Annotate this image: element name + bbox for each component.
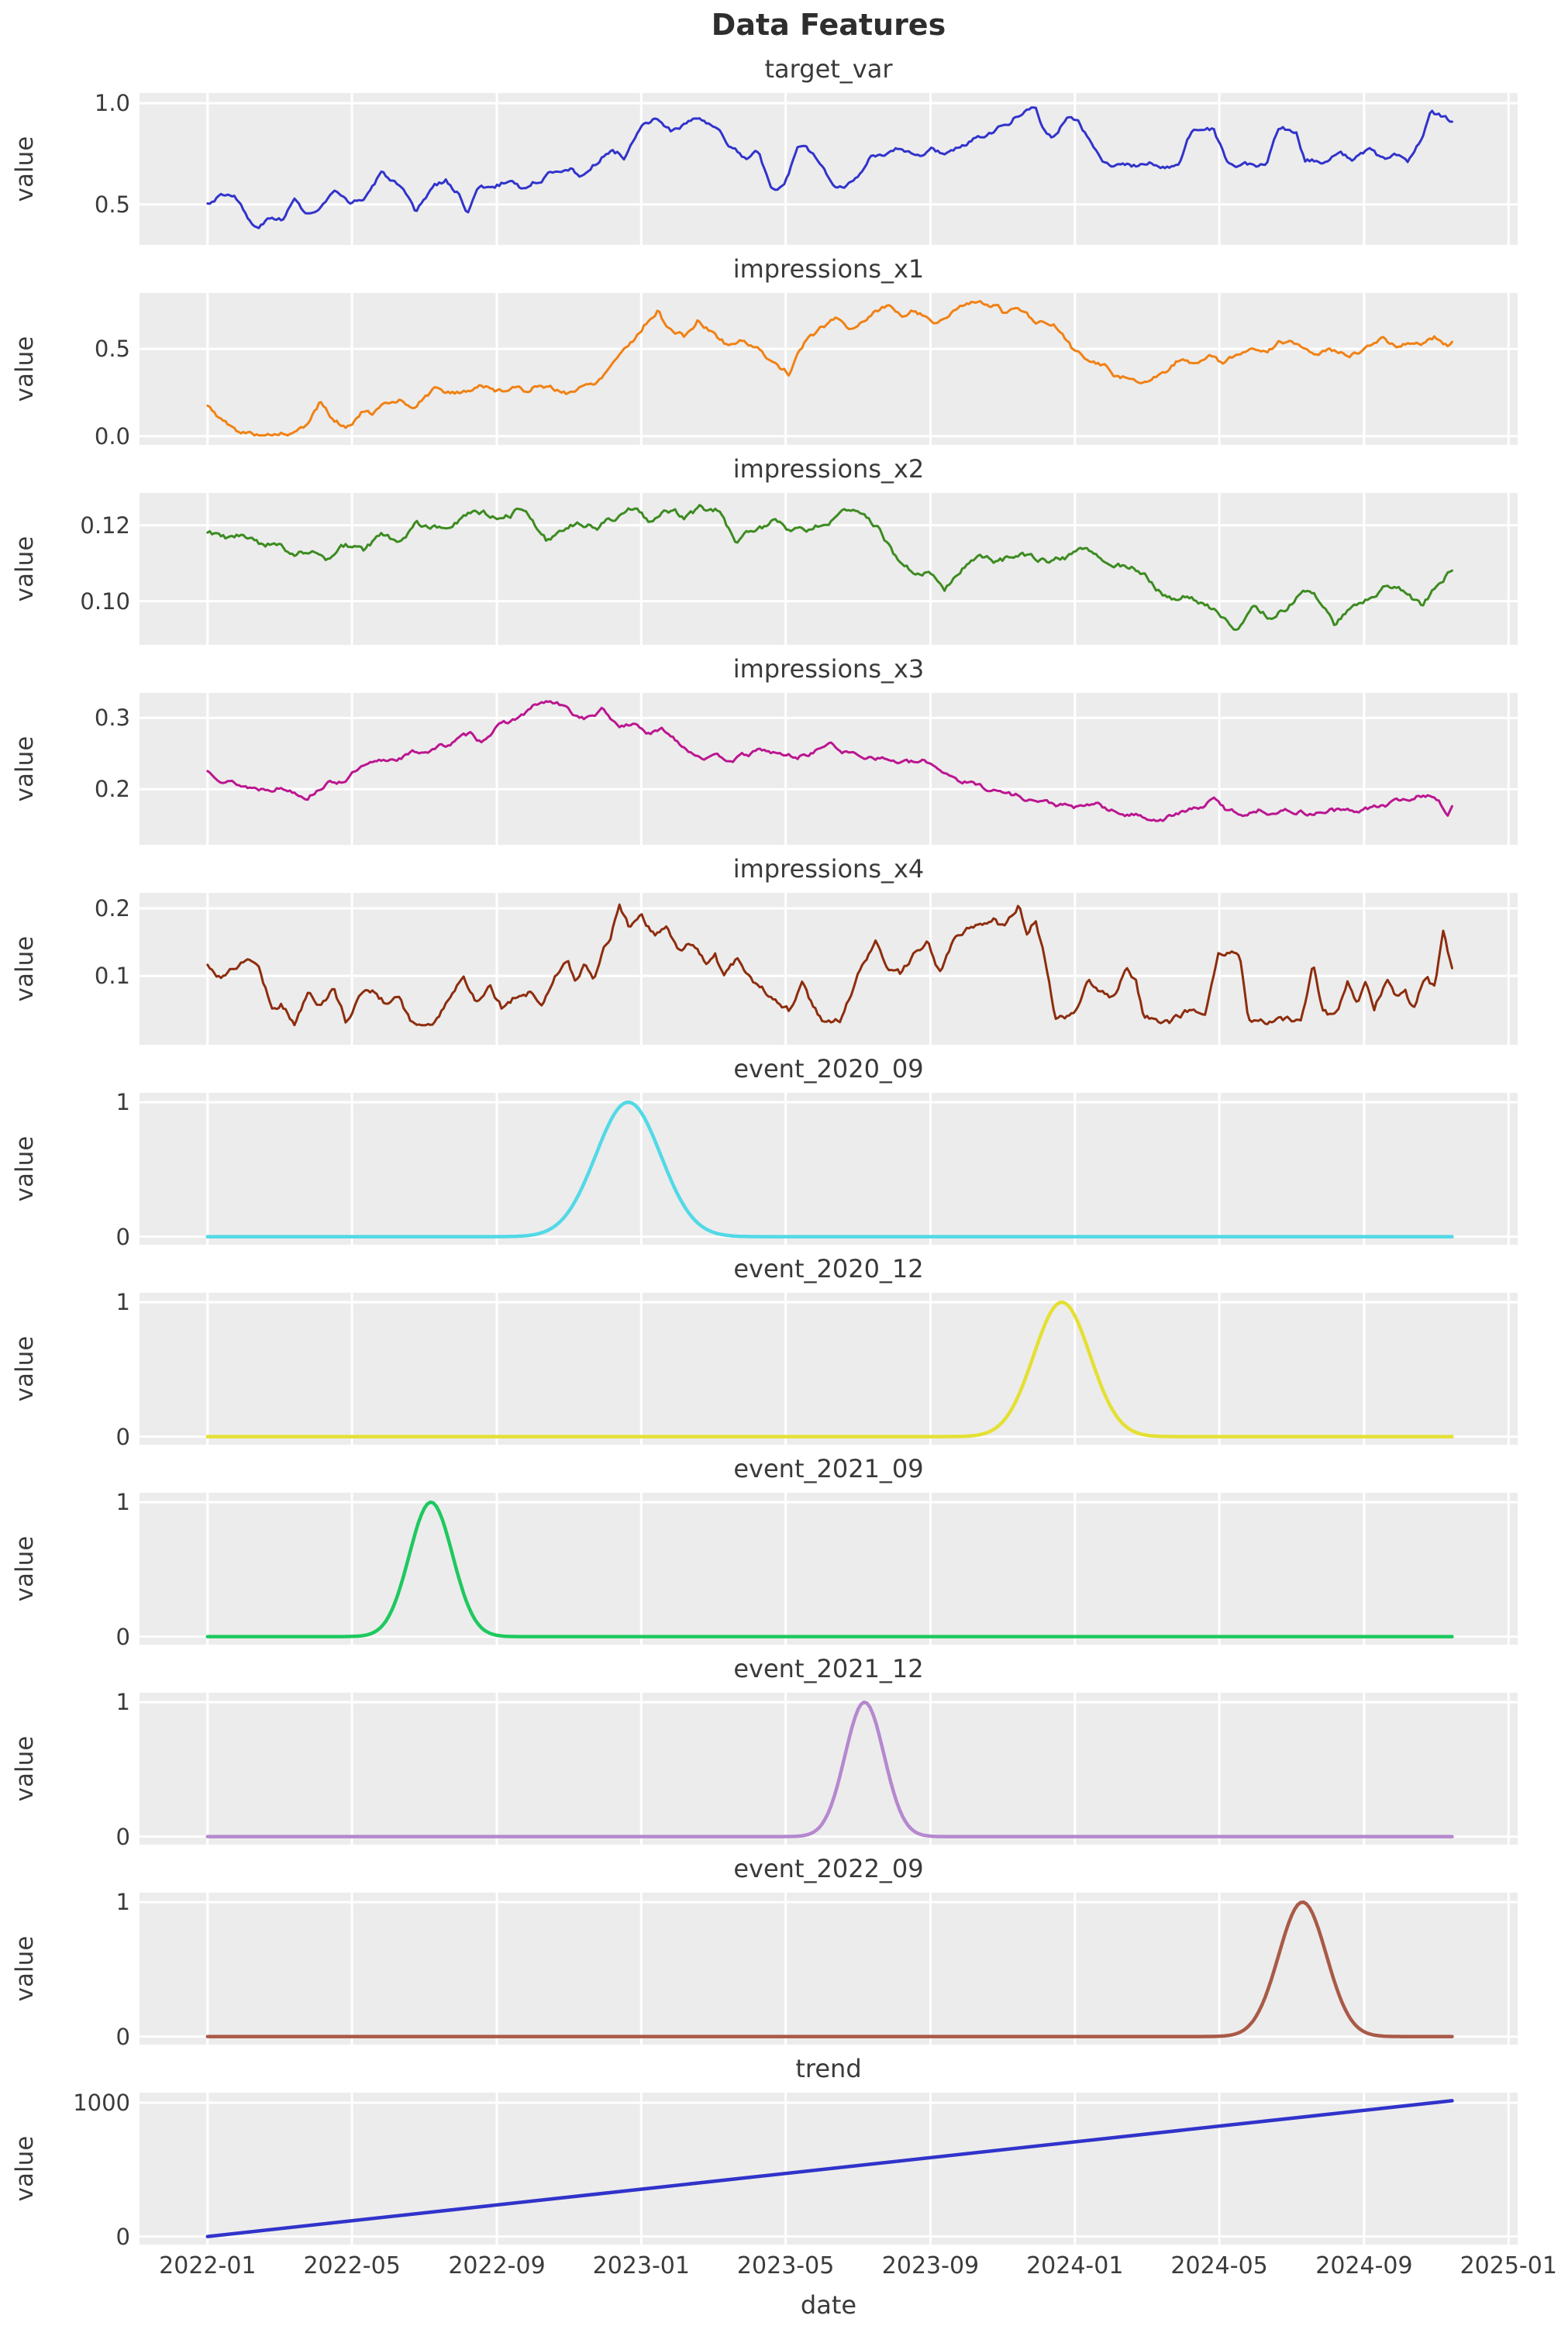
x-tick-label: 2022-01 (159, 2252, 257, 2279)
plot-background (140, 293, 1518, 445)
y-tick-label: 1 (115, 1489, 130, 1516)
series-line-target_var (206, 106, 1453, 229)
series-line-event_2020_09 (205, 1100, 1454, 1239)
subplot-title-target_var: target_var (764, 54, 893, 84)
plot-background (140, 493, 1518, 645)
y-tick-label: 0.12 (80, 512, 130, 539)
y-tick-label: 0 (115, 2223, 130, 2250)
y-tick-label: 0.0 (94, 422, 130, 450)
grid (140, 693, 1518, 845)
series-line-impressions_x3 (206, 700, 1453, 822)
y-tick-label: 1 (115, 1889, 130, 1916)
subplot-title-trend: trend (795, 2054, 862, 2083)
y-axis-label: value (11, 1335, 39, 1402)
y-axis-label: value (11, 2135, 39, 2202)
plot-background (140, 693, 1518, 845)
plot-area-event_2020_12 (140, 1293, 1518, 1445)
y-tick-label: 0 (115, 1823, 130, 1850)
subplot-title-event_2020_09: event_2020_09 (733, 1054, 924, 1084)
plot-area-event_2021_09 (140, 1493, 1518, 1645)
subplot-title-impressions_x2: impressions_x2 (732, 454, 925, 484)
grid (140, 893, 1518, 1045)
series-line-event_2020_12 (205, 1301, 1454, 1439)
plot-background (140, 1093, 1518, 1245)
y-tick-label: 0.5 (94, 191, 130, 218)
subplot-title-event_2021_12: event_2021_12 (733, 1654, 924, 1683)
series-line-event_2022_09 (205, 1900, 1454, 2038)
grid (140, 293, 1518, 445)
series-line-event_2021_09 (205, 1500, 1454, 1638)
x-tick-label: 2024-09 (1315, 2252, 1413, 2279)
plot-area-impressions_x1 (140, 293, 1518, 445)
plot-area-impressions_x4 (140, 893, 1518, 1045)
y-tick-label: 0 (115, 2023, 130, 2050)
y-axis-label: value (11, 1735, 39, 1802)
y-tick-label: 1 (115, 1089, 130, 1116)
x-tick-label: 2022-09 (448, 2252, 546, 2279)
grid (140, 93, 1518, 245)
plot-background (140, 93, 1518, 245)
series-line-impressions_x2 (206, 504, 1453, 631)
subplot-title-impressions_x3: impressions_x3 (732, 654, 925, 684)
y-tick-label: 1 (115, 1689, 130, 1716)
series-line-impressions_x1 (206, 300, 1453, 437)
plot-area-trend (140, 2093, 1518, 2245)
series-line-event_2021_12 (205, 1700, 1454, 1838)
series-line-impressions_x4 (206, 903, 1453, 1027)
x-tick-label: 2025-01 (1459, 2252, 1557, 2279)
x-tick-label: 2023-01 (592, 2252, 690, 2279)
subplot-title-event_2020_12: event_2020_12 (733, 1254, 924, 1283)
y-tick-label: 0 (115, 1623, 130, 1650)
y-tick-label: 0.1 (94, 963, 130, 990)
subplot-title-event_2022_09: event_2022_09 (733, 1854, 924, 1883)
plot-area-event_2021_12 (140, 1693, 1518, 1845)
x-tick-label: 2024-05 (1170, 2252, 1268, 2279)
y-tick-label: 0 (115, 1423, 130, 1450)
subplot-title-impressions_x1: impressions_x1 (732, 254, 925, 284)
plot-area-impressions_x2 (140, 493, 1518, 645)
x-axis-label: date (800, 2290, 857, 2320)
x-tick-label: 2023-05 (736, 2252, 835, 2279)
y-axis-label: value (11, 1135, 39, 1202)
y-tick-label: 0.3 (94, 705, 130, 732)
series-line-trend (205, 2099, 1454, 2238)
x-tick-label: 2022-05 (303, 2252, 401, 2279)
y-axis-label: value (11, 1535, 39, 1602)
y-tick-label: 1.0 (94, 90, 130, 117)
y-tick-label: 0 (115, 1223, 130, 1250)
figure-title: Data Features (711, 8, 946, 42)
plot-area-target_var (140, 93, 1518, 245)
plot-area-event_2020_09 (140, 1093, 1518, 1245)
y-tick-label: 1 (115, 1289, 130, 1316)
y-tick-label: 0.10 (80, 587, 130, 615)
plot-background (140, 1693, 1518, 1845)
plot-background (140, 1293, 1518, 1445)
grid (140, 2093, 1518, 2245)
plot-area-impressions_x3 (140, 693, 1518, 845)
y-tick-label: 1000 (73, 2089, 130, 2116)
y-axis-label: value (11, 1935, 39, 2002)
y-tick-label: 0.2 (94, 895, 130, 922)
plot-background (140, 1893, 1518, 2045)
y-tick-label: 0.2 (94, 776, 130, 803)
plot-background (140, 1493, 1518, 1645)
y-tick-label: 0.5 (94, 336, 130, 363)
subplot-title-impressions_x4: impressions_x4 (732, 854, 925, 884)
x-tick-label: 2024-01 (1026, 2252, 1124, 2279)
plot-area-event_2022_09 (140, 1893, 1518, 2045)
x-tick-label: 2023-09 (881, 2252, 980, 2279)
subplot-title-event_2021_09: event_2021_09 (733, 1454, 924, 1483)
